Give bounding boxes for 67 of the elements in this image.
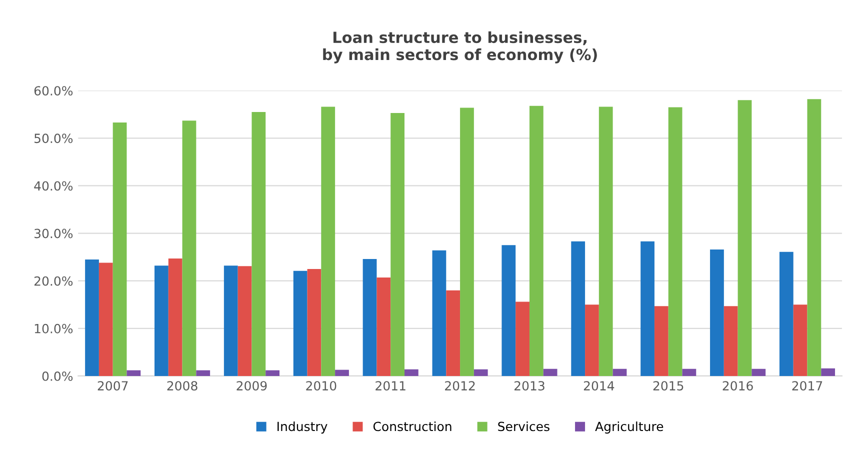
bar [307, 268, 322, 376]
x-tick-label: 2016 [722, 381, 753, 391]
bar [516, 302, 530, 376]
x-tick-label: 2012 [445, 381, 475, 391]
y-tick-label: 0.0% [42, 371, 73, 381]
bar [724, 306, 738, 376]
x-tick-label: 2015 [653, 381, 684, 391]
x-tick-label: 2013 [514, 381, 544, 391]
bar [474, 369, 488, 376]
bar [85, 259, 99, 376]
bar [460, 108, 474, 376]
bar [752, 368, 766, 376]
bar [112, 122, 127, 376]
bar [543, 368, 558, 376]
y-tick-label: 50.0% [34, 134, 73, 144]
bar [668, 107, 682, 376]
x-tick-label: 2009 [236, 381, 267, 391]
bar [293, 270, 308, 376]
x-tick-label: 2008 [167, 381, 198, 391]
bar [126, 370, 141, 376]
y-tick-label: 20.0% [34, 276, 73, 286]
bar [571, 241, 586, 376]
bar [404, 369, 418, 376]
bar [710, 249, 724, 376]
y-tick-label: 60.0% [34, 86, 73, 96]
bar [598, 106, 613, 376]
x-tick-label: 2017 [792, 381, 822, 391]
bar [779, 252, 794, 376]
bar [98, 262, 113, 376]
bar [432, 250, 446, 376]
x-tick-label: 2011 [376, 381, 406, 391]
x-tick-label: 2007 [98, 381, 128, 391]
bar [238, 266, 252, 376]
bar [168, 258, 182, 376]
bar [682, 368, 696, 376]
bar [182, 120, 196, 376]
bar [376, 278, 391, 376]
bar [821, 368, 836, 376]
bar [738, 100, 752, 376]
bar [654, 306, 668, 376]
bar [154, 266, 168, 376]
bar [446, 290, 460, 376]
bar [224, 266, 238, 376]
bar [640, 241, 654, 376]
bar [807, 99, 822, 376]
bar [252, 112, 266, 376]
bar [266, 370, 280, 376]
chart-title: Loan structure to businesses, by main sectors of economy (%) [323, 31, 597, 64]
y-tick-label: 30.0% [34, 228, 73, 238]
x-tick-label: 2010 [306, 381, 336, 391]
legend-label: Services [498, 421, 550, 432]
legend-label: Agriculture [595, 421, 664, 434]
bar [321, 106, 336, 376]
bar [390, 112, 404, 376]
bar [585, 304, 599, 376]
bar [196, 370, 210, 376]
legend-label: Construction [373, 421, 452, 432]
y-tick-label: 40.0% [34, 181, 73, 191]
legend-label: Industry [278, 421, 328, 434]
x-tick-label: 2014 [584, 381, 614, 391]
bar [335, 370, 349, 376]
y-tick-label: 10.0% [34, 324, 73, 334]
bar [793, 304, 808, 376]
bar [502, 245, 516, 376]
bar [612, 368, 627, 376]
bar [362, 258, 377, 376]
bar [529, 106, 544, 376]
